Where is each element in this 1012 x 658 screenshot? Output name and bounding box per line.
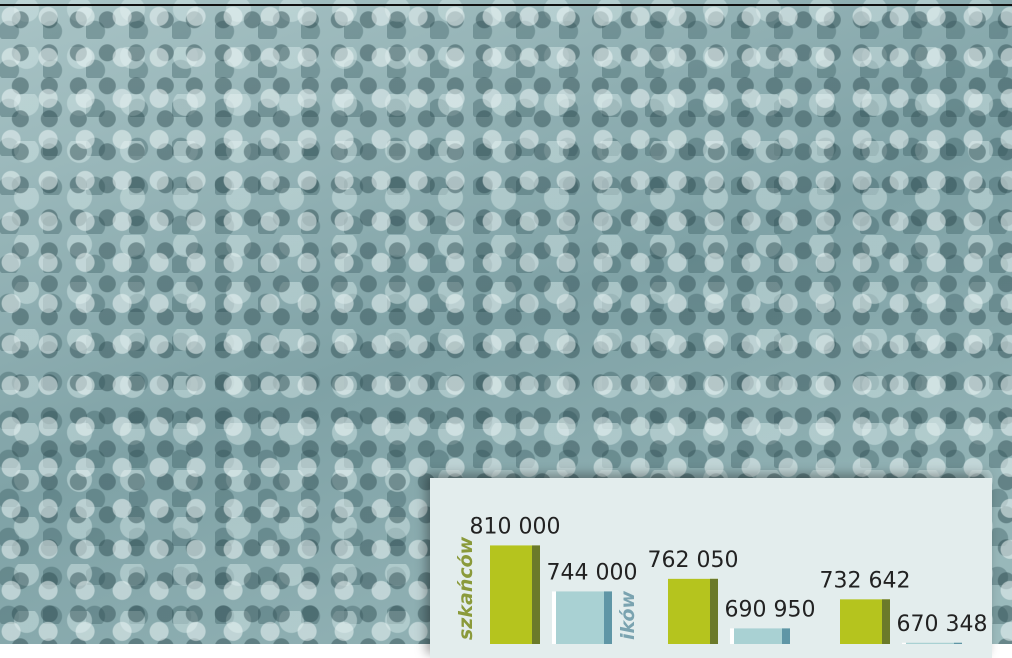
page: 810 000 762 050 732 642 szkańców 744 000 690 …: [0, 0, 1012, 644]
value-label: 732 642: [820, 568, 911, 593]
bar-edge: [710, 579, 718, 644]
value-label: 670 348: [897, 612, 988, 637]
bar-highlight: [552, 591, 556, 644]
bar-highlight: [730, 628, 734, 644]
bar-edge: [532, 545, 540, 644]
series-name: szkańców: [455, 536, 477, 640]
bar-edge: [604, 591, 612, 644]
bar: [734, 628, 790, 644]
chart: 810 000 762 050 732 642 szkańców 744 000 690 …: [0, 0, 1012, 644]
value-label: 810 000: [470, 514, 561, 539]
bar: [556, 591, 612, 644]
value-label: 744 000: [547, 560, 638, 585]
value-label: 690 950: [725, 597, 816, 622]
bar-edge: [782, 628, 790, 644]
bar-edge: [882, 599, 890, 644]
value-label: 762 050: [648, 548, 739, 573]
series-name: ików: [617, 590, 639, 640]
